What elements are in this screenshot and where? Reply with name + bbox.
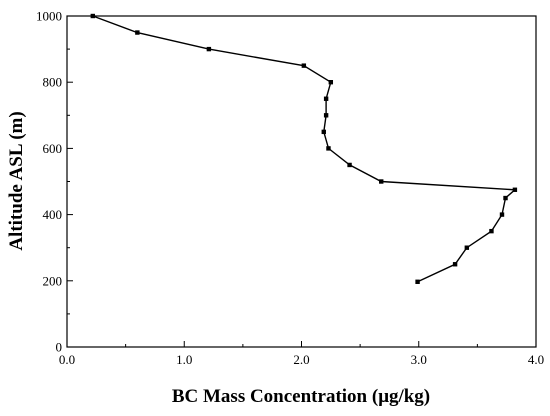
data-point (135, 30, 140, 35)
data-point (90, 13, 95, 19)
data-point (326, 146, 331, 151)
data-point (452, 262, 458, 267)
x-tick-label: 0.0 (59, 352, 75, 367)
data-point (323, 96, 329, 101)
series-line (92, 15, 517, 283)
y-axis-ticks: 0 200 400 600 800 1000 (36, 9, 73, 355)
x-axis-ticks: 0.0 1.0 2.0 3.0 4.0 (59, 341, 544, 367)
data-series (90, 13, 518, 284)
x-tick-label: 2.0 (293, 352, 309, 367)
x-tick-label: 1.0 (176, 352, 192, 367)
data-point (321, 129, 326, 135)
y-tick-label: 600 (43, 141, 63, 156)
data-point (503, 195, 508, 201)
x-axis-label: BC Mass Concentration (μg/kg) (172, 386, 430, 407)
y-axis-label: Altitude ASL (m) (6, 111, 27, 250)
y-tick-label: 1000 (36, 9, 62, 24)
data-point (206, 46, 212, 52)
x-tick-label: 4.0 (528, 352, 544, 367)
data-point (328, 80, 334, 85)
y-tick-label: 200 (43, 273, 63, 288)
data-point (301, 63, 307, 68)
data-point (323, 113, 329, 118)
data-point (464, 245, 470, 250)
data-point (415, 279, 420, 284)
data-point (347, 162, 352, 168)
data-point (512, 187, 518, 192)
y-tick-label: 400 (43, 207, 63, 222)
data-point (379, 179, 384, 184)
x-tick-label: 3.0 (411, 352, 427, 367)
y-tick-label: 800 (43, 75, 63, 90)
y-tick-label: 0 (56, 340, 63, 355)
data-point (499, 212, 505, 217)
data-point (489, 228, 494, 234)
